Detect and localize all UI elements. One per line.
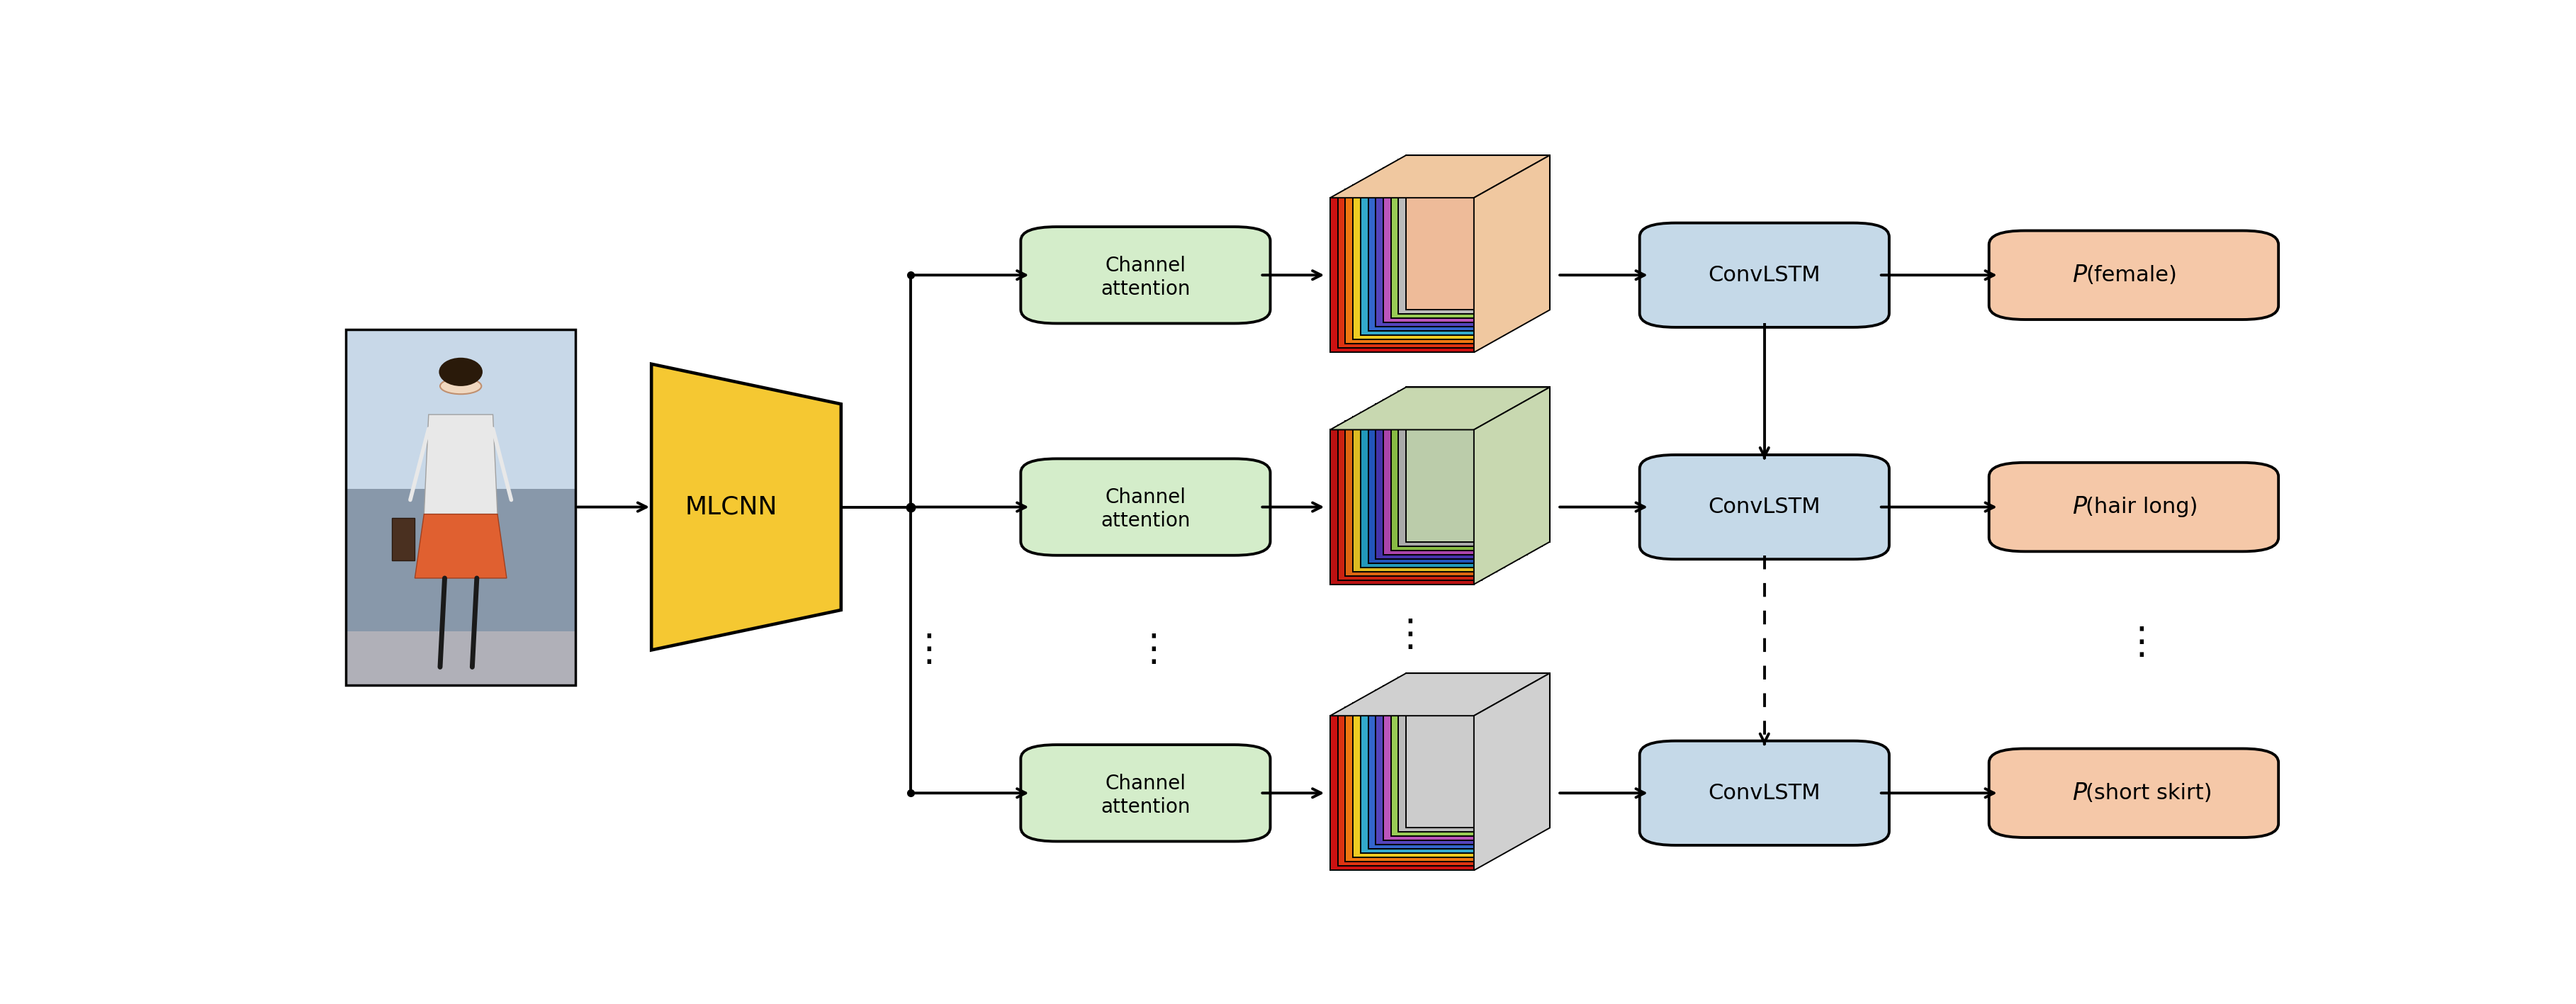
Bar [1391, 682, 1535, 836]
Bar [1383, 686, 1528, 840]
Bar [1368, 177, 1512, 331]
Bar [1376, 690, 1520, 844]
Text: Channel: Channel [1105, 774, 1185, 794]
Text: $\vdots$: $\vdots$ [1133, 632, 1157, 669]
Bar [1406, 388, 1551, 542]
Bar [345, 632, 574, 685]
Text: (hair long): (hair long) [2087, 497, 2197, 517]
FancyBboxPatch shape [1638, 455, 1888, 559]
Text: ConvLSTM: ConvLSTM [1708, 783, 1821, 803]
Text: ConvLSTM: ConvLSTM [1708, 265, 1821, 285]
Polygon shape [1329, 388, 1551, 430]
Polygon shape [425, 415, 497, 514]
Text: Channel: Channel [1105, 256, 1185, 276]
Bar [1383, 400, 1528, 554]
Bar [1337, 426, 1481, 580]
Bar [345, 329, 574, 489]
Bar [1399, 160, 1543, 314]
Text: $P$: $P$ [2071, 781, 2087, 805]
Bar [1391, 164, 1535, 318]
Text: attention: attention [1100, 797, 1190, 817]
Bar [1399, 678, 1543, 832]
Polygon shape [652, 364, 840, 650]
Text: (female): (female) [2087, 265, 2177, 285]
Bar [1360, 413, 1504, 567]
Text: ConvLSTM: ConvLSTM [1708, 497, 1821, 517]
Bar [1406, 674, 1551, 828]
FancyBboxPatch shape [1989, 463, 2277, 551]
Text: attention: attention [1100, 511, 1190, 531]
Polygon shape [1473, 156, 1551, 352]
Text: MLCNN: MLCNN [685, 495, 778, 519]
Bar [1345, 707, 1489, 861]
Bar [1337, 194, 1481, 348]
Bar [1360, 181, 1504, 335]
Polygon shape [415, 514, 507, 578]
Bar [1329, 430, 1473, 584]
FancyBboxPatch shape [1989, 749, 2277, 837]
FancyBboxPatch shape [1020, 227, 1270, 323]
Text: (short skirt): (short skirt) [2087, 783, 2213, 803]
Polygon shape [1473, 674, 1551, 870]
Bar [345, 329, 574, 685]
Bar [1352, 185, 1497, 339]
Bar [1368, 695, 1512, 849]
Text: attention: attention [1100, 279, 1190, 299]
Text: Channel: Channel [1105, 488, 1185, 508]
FancyBboxPatch shape [1638, 741, 1888, 845]
Bar [1345, 190, 1489, 344]
Bar [392, 518, 415, 560]
Text: $P$: $P$ [2071, 495, 2087, 519]
Ellipse shape [438, 357, 482, 387]
Bar [1337, 712, 1481, 866]
Bar [1376, 173, 1520, 327]
FancyBboxPatch shape [1638, 223, 1888, 327]
Polygon shape [1329, 156, 1551, 198]
Polygon shape [1329, 674, 1551, 716]
Text: $\vdots$: $\vdots$ [1391, 616, 1414, 653]
Bar [1360, 699, 1504, 853]
Text: $\vdots$: $\vdots$ [2123, 623, 2146, 661]
Bar [1391, 396, 1535, 550]
Text: $P$: $P$ [2071, 263, 2087, 287]
Text: $\vdots$: $\vdots$ [909, 632, 933, 669]
Bar [1329, 716, 1473, 870]
Circle shape [440, 379, 482, 395]
Bar [1329, 198, 1473, 352]
Bar [1399, 392, 1543, 546]
FancyBboxPatch shape [1020, 459, 1270, 555]
FancyBboxPatch shape [1989, 231, 2277, 319]
Bar [1368, 409, 1512, 563]
Bar [1383, 168, 1528, 322]
Bar [1376, 405, 1520, 559]
Bar [1352, 417, 1497, 571]
Bar [345, 329, 574, 685]
Polygon shape [1473, 388, 1551, 584]
Bar [1345, 422, 1489, 576]
Bar [1352, 703, 1497, 857]
Bar [1406, 156, 1551, 310]
FancyBboxPatch shape [1020, 745, 1270, 841]
